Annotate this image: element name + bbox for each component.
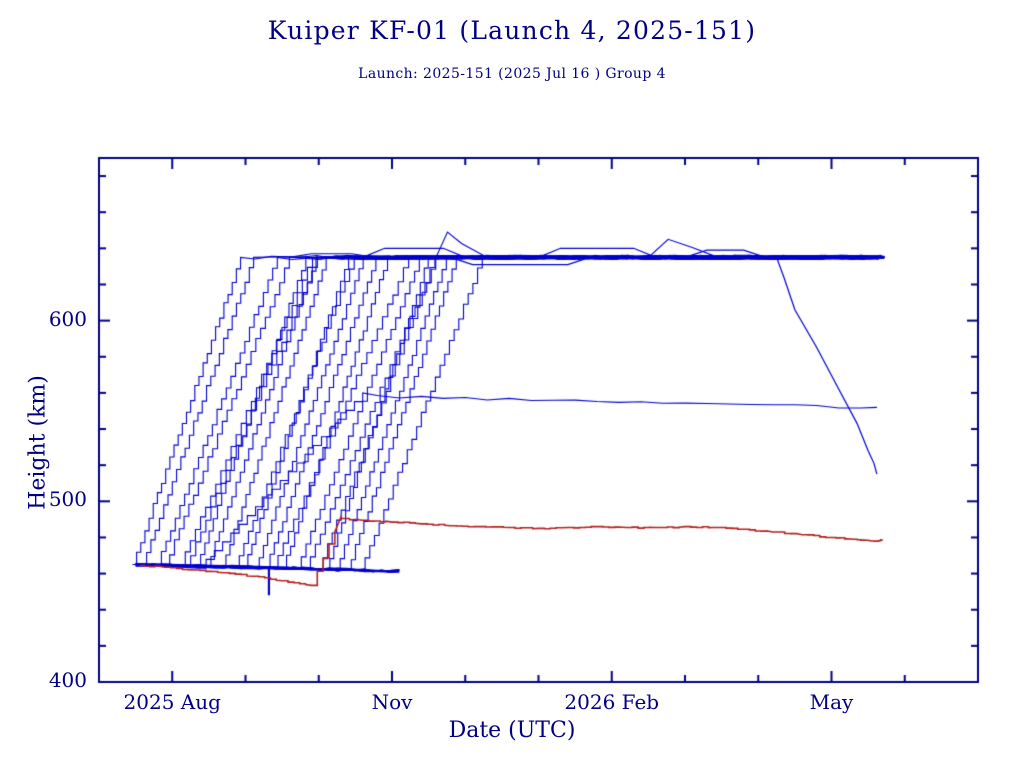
y-tick-label: 500 <box>48 487 87 512</box>
x-axis-label: Date (UTC) <box>448 718 576 743</box>
chart-subtitle: Launch: 2025-151 (2025 Jul 16 ) Group 4 <box>358 66 666 82</box>
y-tick-label: 600 <box>48 306 87 331</box>
y-axis-label: Height (km) <box>25 375 51 510</box>
x-tick-label: 2026 Feb <box>564 690 660 714</box>
page-title: Kuiper KF-01 (Launch 4, 2025-151) <box>267 16 757 45</box>
x-tick-label: May <box>809 690 854 714</box>
y-tick-label: 400 <box>48 668 87 692</box>
x-tick-label: Nov <box>371 690 413 714</box>
x-tick-label: 2025 Aug <box>123 690 221 714</box>
